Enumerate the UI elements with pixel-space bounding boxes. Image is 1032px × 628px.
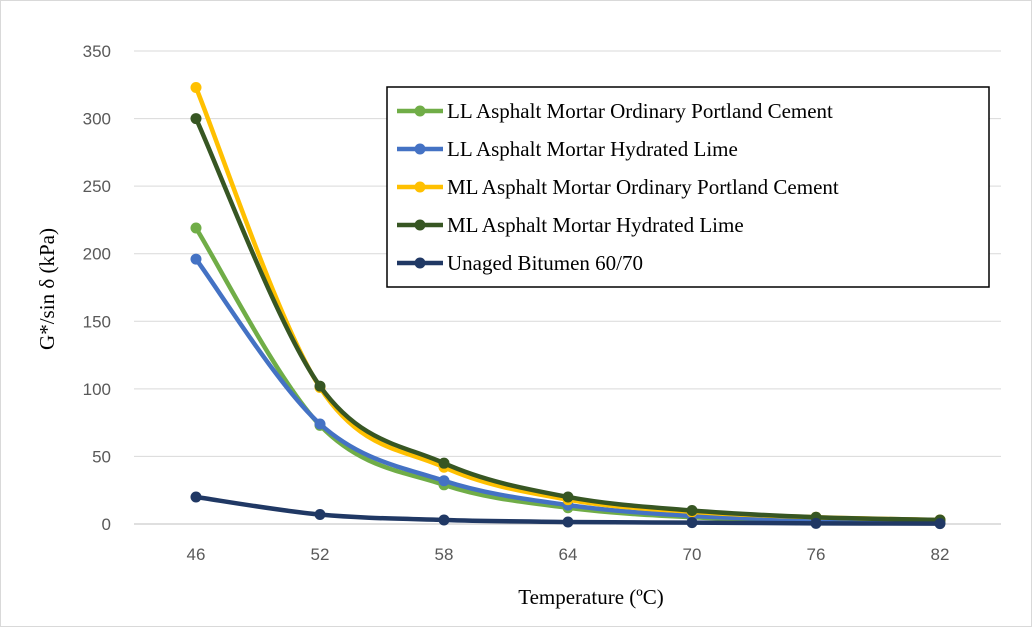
data-point xyxy=(190,81,202,93)
data-point xyxy=(934,518,946,530)
legend-swatch-marker xyxy=(414,257,426,269)
data-point xyxy=(562,491,574,503)
data-point xyxy=(562,516,574,528)
data-point xyxy=(190,113,202,125)
data-series xyxy=(190,81,946,530)
y-tick-labels: 0 50 100 150 200 250 300 350 xyxy=(83,42,111,534)
x-tick-label: 46 xyxy=(187,545,206,564)
y-tick-label: 250 xyxy=(83,177,111,196)
data-point xyxy=(314,380,326,392)
x-tick-label: 64 xyxy=(559,545,578,564)
legend-label: LL Asphalt Mortar Hydrated Lime xyxy=(447,137,738,161)
legend-swatch-marker xyxy=(414,181,426,193)
legend-swatch-marker xyxy=(414,143,426,155)
x-tick-label: 58 xyxy=(435,545,454,564)
data-point xyxy=(810,517,822,529)
series-line xyxy=(193,256,943,524)
legend: LL Asphalt Mortar Ordinary Portland Ceme… xyxy=(386,86,990,288)
x-tick-labels: 46 52 58 64 70 76 82 xyxy=(187,545,950,564)
legend-swatch-marker xyxy=(414,105,426,117)
series-2 xyxy=(190,253,946,527)
x-tick-label: 76 xyxy=(807,545,826,564)
legend-label: ML Asphalt Mortar Ordinary Portland Ceme… xyxy=(447,175,839,199)
series-4 xyxy=(190,113,946,526)
y-tick-label: 0 xyxy=(102,515,111,534)
data-point xyxy=(438,475,450,487)
x-axis-title: Temperature (ºC) xyxy=(518,585,664,609)
legend-label: LL Asphalt Mortar Ordinary Portland Ceme… xyxy=(447,99,833,123)
series-5 xyxy=(190,491,946,530)
legend-entry: LL Asphalt Mortar Ordinary Portland Ceme… xyxy=(397,99,833,123)
x-tick-label: 82 xyxy=(931,545,950,564)
legend-swatch-marker xyxy=(414,219,426,231)
x-tick-label: 70 xyxy=(683,545,702,564)
y-tick-label: 150 xyxy=(83,312,111,331)
data-point xyxy=(314,509,326,521)
data-point xyxy=(190,491,202,503)
data-point xyxy=(190,222,202,234)
y-tick-label: 200 xyxy=(83,245,111,264)
data-point xyxy=(686,517,698,529)
legend-label: Unaged Bitumen 60/70 xyxy=(447,251,643,275)
data-point xyxy=(438,457,450,469)
data-point xyxy=(686,504,698,516)
legend-entry: ML Asphalt Mortar Ordinary Portland Ceme… xyxy=(397,175,839,199)
data-point xyxy=(438,514,450,526)
legend-box xyxy=(386,86,990,288)
legend-entry: ML Asphalt Mortar Hydrated Lime xyxy=(397,213,744,237)
x-tick-label: 52 xyxy=(311,545,330,564)
y-tick-label: 100 xyxy=(83,380,111,399)
legend-label: ML Asphalt Mortar Hydrated Lime xyxy=(447,213,744,237)
data-point xyxy=(314,418,326,430)
y-axis-title: G*/sin δ (kPa) xyxy=(35,228,59,350)
data-point xyxy=(190,253,202,265)
y-tick-label: 300 xyxy=(83,110,111,129)
y-tick-label: 50 xyxy=(92,447,111,466)
y-tick-label: 350 xyxy=(83,42,111,61)
legend-entry: LL Asphalt Mortar Hydrated Lime xyxy=(397,137,738,161)
legend-entry: Unaged Bitumen 60/70 xyxy=(397,251,643,275)
